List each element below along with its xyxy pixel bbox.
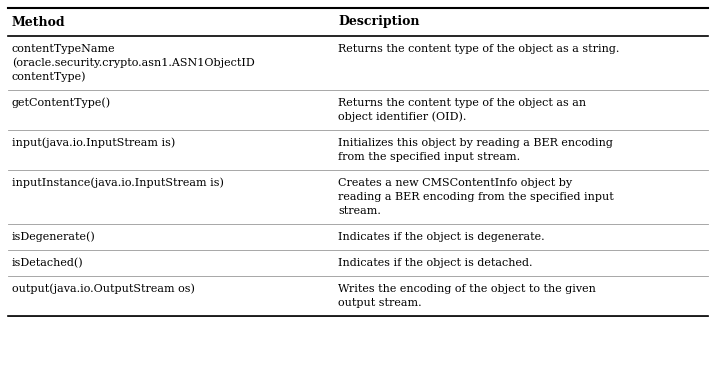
Text: input(java.io.InputStream is): input(java.io.InputStream is) [12, 138, 175, 148]
Text: Returns the content type of the object as an: Returns the content type of the object a… [338, 98, 586, 108]
Text: object identifier (OID).: object identifier (OID). [338, 112, 466, 122]
Text: reading a BER encoding from the specified input: reading a BER encoding from the specifie… [338, 192, 614, 202]
Text: output(java.io.OutputStream os): output(java.io.OutputStream os) [12, 284, 195, 294]
Text: contentType): contentType) [12, 72, 87, 82]
Text: Creates a new CMSContentInfo object by: Creates a new CMSContentInfo object by [338, 178, 572, 188]
Text: (oracle.security.crypto.asn1.ASN1ObjectID: (oracle.security.crypto.asn1.ASN1ObjectI… [12, 58, 255, 68]
Text: getContentType(): getContentType() [12, 98, 111, 108]
Text: output stream.: output stream. [338, 298, 422, 308]
Text: Initializes this object by reading a BER encoding: Initializes this object by reading a BER… [338, 138, 613, 148]
Text: from the specified input stream.: from the specified input stream. [338, 152, 520, 162]
Text: Method: Method [12, 16, 66, 28]
Text: Writes the encoding of the object to the given: Writes the encoding of the object to the… [338, 284, 596, 294]
Text: isDegenerate(): isDegenerate() [12, 232, 96, 242]
Text: isDetached(): isDetached() [12, 258, 84, 268]
Text: Indicates if the object is degenerate.: Indicates if the object is degenerate. [338, 232, 545, 242]
Text: Indicates if the object is detached.: Indicates if the object is detached. [338, 258, 533, 268]
Text: Returns the content type of the object as a string.: Returns the content type of the object a… [338, 44, 619, 54]
Text: stream.: stream. [338, 206, 381, 216]
Text: Description: Description [338, 16, 420, 28]
Text: contentTypeName: contentTypeName [12, 44, 115, 54]
Text: inputInstance(java.io.InputStream is): inputInstance(java.io.InputStream is) [12, 178, 224, 188]
